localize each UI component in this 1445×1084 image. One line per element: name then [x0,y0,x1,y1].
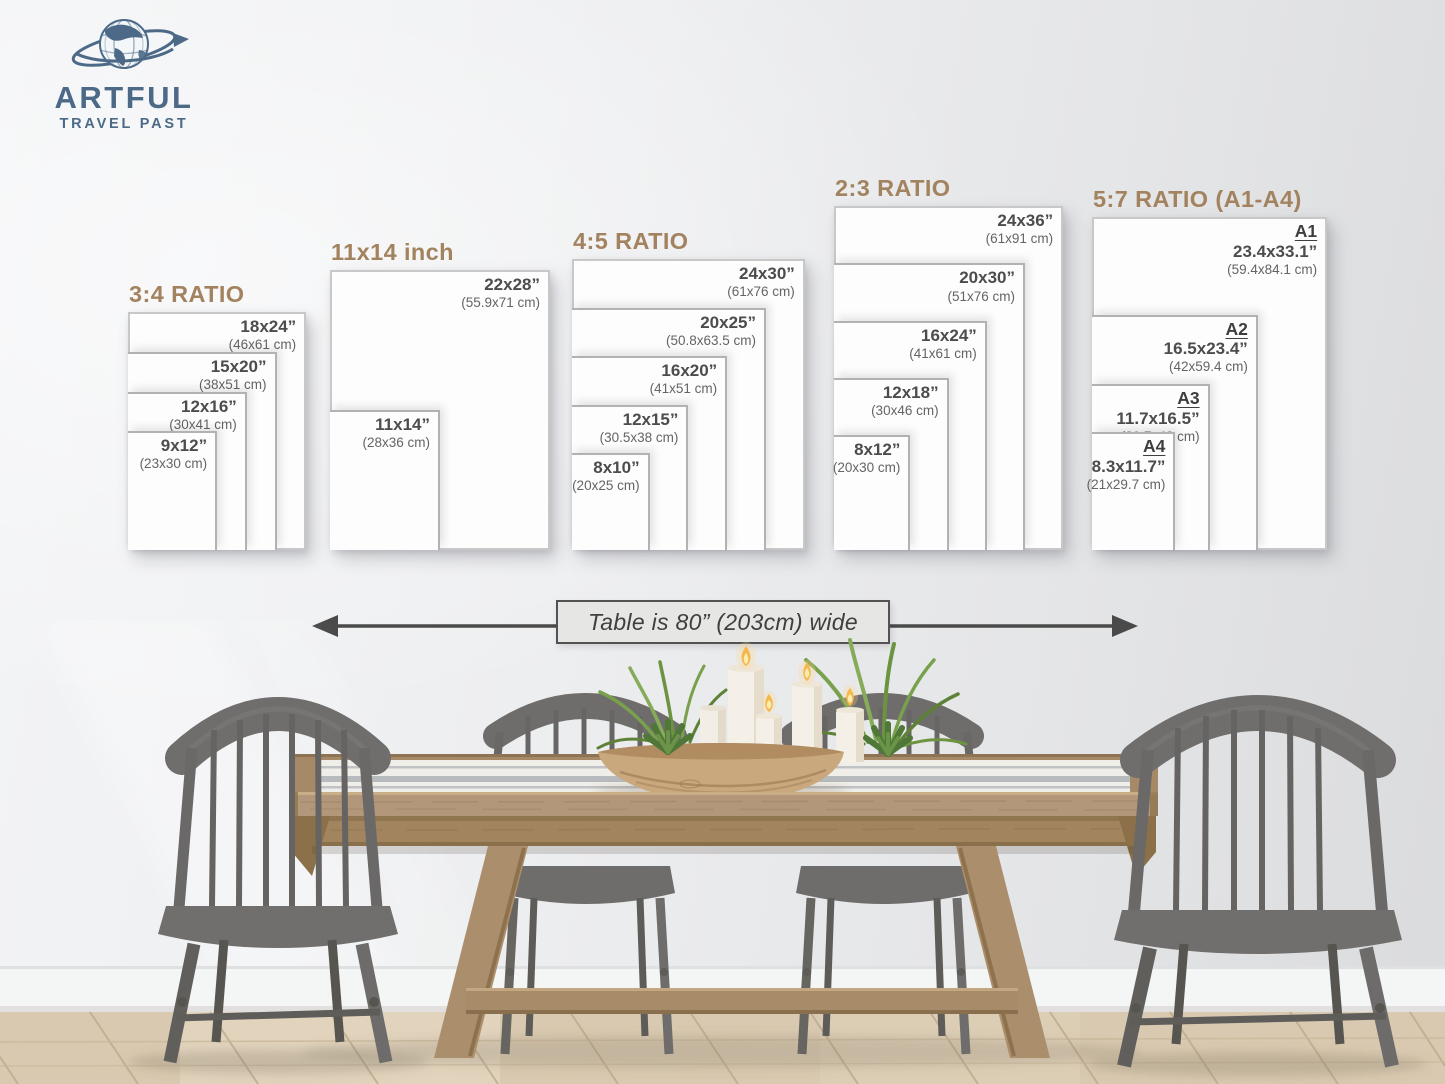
size-inches: 16.5x23.4” [1163,339,1248,359]
size-centimeters: (51x76 cm) [947,288,1015,304]
wooden-dough-bowl [598,743,844,802]
size-label: 16x24” (41x61 cm) [909,326,977,361]
size-label: 20x25” (50.8x63.5 cm) [666,313,756,348]
succulents [643,719,913,757]
size-inches: 8.3x11.7” [1091,457,1166,476]
size-inches: 11x14” [375,415,430,434]
size-label: A1 23.4x33.1” (59.4x84.1 cm) [1227,222,1317,277]
size-centimeters: (61x76 cm) [727,284,795,300]
size-inches: 16x24” [921,325,977,345]
size-centimeters: (30x46 cm) [871,403,939,419]
size-panel-2-3-ratio: 2:3 RATIO 24x36” (61x91 cm) 20x30” (51x76 cm… [833,175,1064,550]
size-inches: 16x20” [661,361,718,380]
size-rect: 8x12” (20x30 cm) [833,435,911,550]
size-centimeters: (55.9x71 cm) [461,295,540,311]
size-rect: A4 8.3x11.7” (21x29.7 cm) [1087,432,1176,550]
size-rect: 11x14” (28x36 cm) [330,410,440,550]
size-rect: 9x12” (23x30 cm) [128,431,218,550]
size-label: A4 8.3x11.7” (21x29.7 cm) [1087,437,1166,492]
size-label: 16x20” (41x51 cm) [650,361,718,396]
size-centimeters: (59.4x84.1 cm) [1227,261,1318,277]
floor-shadows [128,1036,1426,1076]
size-rect: 8x10” (20x25 cm) [572,453,650,550]
size-centimeters: (50.8x63.5 cm) [665,332,756,348]
size-centimeters: (46x61 cm) [228,337,297,353]
size-label: 12x16” (30x41 cm) [169,397,237,432]
table-width-label: Table is 80” (203cm) wide [556,600,890,644]
size-inches: 20x30” [959,268,1015,288]
size-inches: 12x16” [181,396,237,416]
size-group-title: 11x14 inch [331,239,454,265]
size-label: 12x15” (30.5x38 cm) [600,410,679,445]
size-label: 22x28” (55.9x71 cm) [461,275,540,310]
size-label: 20x30” (51x76 cm) [947,268,1015,303]
air-plants [596,638,968,750]
size-inches: 9x12” [160,436,208,456]
size-centimeters: (23x30 cm) [139,456,208,472]
size-inches: 8x12” [854,440,901,460]
size-label: 24x36” (61x91 cm) [986,211,1054,246]
brand-tagline: TRAVEL PAST [59,116,189,132]
size-inches: 18x24” [240,317,297,337]
chair-right [1114,695,1402,1068]
paper-size-name: A2 [1225,318,1248,339]
size-group-title: 2:3 RATIO [835,175,951,202]
size-label: 12x18” (30x46 cm) [871,383,939,418]
size-inches: 23.4x33.1” [1233,241,1318,261]
centerpiece [594,638,968,802]
dining-table [290,638,1158,1058]
size-centimeters: (20x30 cm) [832,460,901,476]
size-centimeters: (20x25 cm) [572,478,640,494]
size-label: A2 16.5x23.4” (42x59.4 cm) [1163,318,1248,375]
paper-size-name: A3 [1177,388,1200,409]
size-group-title: 3:4 RATIO [129,281,245,308]
size-centimeters: (38x51 cm) [198,377,267,393]
size-panel-4-5-ratio: 4:5 RATIO 24x30” (61x76 cm) 20x25” (50.8x63.… [572,228,805,550]
size-centimeters: (41x61 cm) [909,345,977,361]
size-group-title: 5:7 RATIO (A1-A4) [1093,186,1302,213]
size-inches: 12x18” [882,383,939,403]
size-panel-5-7-ratio-a1-a4: 5:7 RATIO (A1-A4) A1 23.4x33.1” (59.4x84.1 … [1087,186,1328,550]
size-centimeters: (61x91 cm) [985,231,1054,247]
size-inches: 12x15” [622,409,679,429]
size-label: 8x10” (20x25 cm) [572,458,640,493]
size-inches: 8x10” [593,458,640,477]
size-label: 24x30” (61x76 cm) [727,264,795,299]
brand-logo: ARTFUL TRAVEL PAST [36,14,212,132]
size-centimeters: (21x29.7 cm) [1086,477,1166,493]
size-label: 15x20” (38x51 cm) [199,357,267,392]
size-centimeters: (30x41 cm) [169,416,237,432]
size-centimeters: (28x36 cm) [362,435,430,451]
dining-room-scene [0,620,1445,1084]
size-panel-11x14-inch: 11x14 inch 22x28” (55.9x71 cm) 11x14” (28x36… [330,239,550,550]
size-inches: 22x28” [484,275,540,294]
size-centimeters: (30.5x38 cm) [599,429,679,445]
size-inches: 20x25” [700,312,756,332]
globe-with-orbit-arrow-icon [71,19,189,69]
size-centimeters: (42x59.4 cm) [1169,359,1248,375]
size-label: 11x14” (28x36 cm) [362,415,430,450]
size-group-title: 4:5 RATIO [573,228,689,254]
size-inches: 15x20” [210,356,267,376]
size-panel-3-4-ratio: 3:4 RATIO 18x24” (46x61 cm) 15x20” (38x51 cm… [128,281,307,550]
candle-flames [736,642,858,713]
size-label: 9x12” (23x30 cm) [140,436,208,471]
size-inches: 24x30” [739,264,795,283]
chair-left [158,697,398,1064]
size-inches: 11.7x16.5” [1116,408,1200,428]
paper-size-name: A4 [1143,436,1166,457]
size-label: 8x12” (20x30 cm) [833,440,901,475]
paper-size-name: A1 [1294,221,1318,242]
brand-name: ARTFUL [54,80,194,115]
size-label: 18x24” (46x61 cm) [229,317,297,352]
size-inches: 24x36” [997,211,1054,231]
size-centimeters: (41x51 cm) [649,381,718,397]
